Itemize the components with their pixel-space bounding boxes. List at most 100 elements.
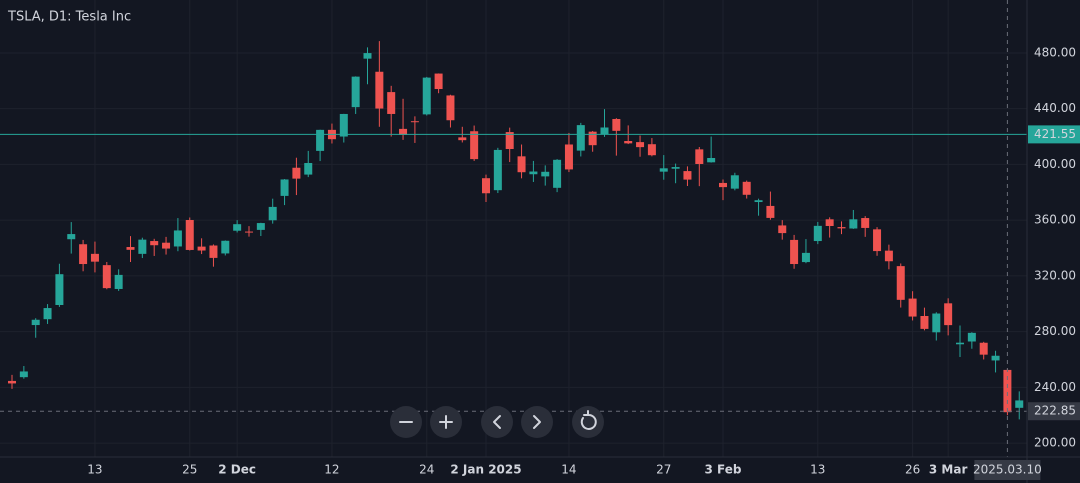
candle-body <box>517 156 526 173</box>
candle-body <box>90 253 99 262</box>
x-tick-label: 12 <box>324 463 339 477</box>
candle-body <box>67 234 76 240</box>
x-tick-label: 2 Jan 2025 <box>450 463 521 477</box>
y-tick-label: 320.00 <box>1034 268 1076 282</box>
candle-body <box>256 223 265 230</box>
candle-body <box>624 141 633 144</box>
candle-body <box>375 71 384 109</box>
candle-body <box>742 181 751 195</box>
x-tick-label: 24 <box>419 463 434 477</box>
scroll-right-button[interactable] <box>521 406 553 438</box>
candle-body <box>541 171 550 177</box>
plot <box>0 0 1027 457</box>
candle-body <box>967 332 976 342</box>
candle-body <box>102 265 111 289</box>
candle-body <box>920 315 929 329</box>
candle-body <box>197 246 206 251</box>
candle-body <box>209 245 218 258</box>
candle-body <box>790 239 799 265</box>
y-tick-label: 280.00 <box>1034 324 1076 338</box>
candle-body <box>268 206 277 221</box>
candle-body <box>410 121 419 123</box>
x-tick-label: 3 Feb <box>705 463 742 477</box>
candle-body <box>493 149 502 191</box>
candle-body <box>351 76 360 108</box>
x-tick-label: 3 Mar <box>929 463 968 477</box>
candle-body <box>659 168 668 172</box>
candle-body <box>932 313 941 333</box>
candle-body <box>505 132 514 150</box>
candle-body <box>956 342 964 345</box>
candle-body <box>707 157 716 163</box>
candle-body <box>1003 369 1012 413</box>
y-tick-label: 360.00 <box>1034 213 1076 227</box>
candle-body <box>316 129 325 151</box>
candle-body <box>873 229 882 252</box>
candle-body <box>482 178 490 194</box>
crosshair-date-box <box>974 460 1041 480</box>
candle-body <box>399 128 408 136</box>
candle-body <box>55 274 64 305</box>
x-tick-label: 27 <box>656 463 671 477</box>
candle-body <box>837 227 846 229</box>
candle-body <box>446 95 455 121</box>
axes: 200.00 240.00 280.00 320.00 360.00 400.00 440.… <box>87 45 1080 480</box>
zoom-out-button[interactable] <box>390 406 422 438</box>
x-tick-label: 13 <box>810 463 825 477</box>
x-tick-label: 13 <box>87 463 102 477</box>
candle-body <box>730 175 739 189</box>
candle-body <box>754 200 763 203</box>
y-tick-label: 200.00 <box>1034 436 1076 450</box>
candle-body <box>861 218 870 228</box>
y-tick-label: 480.00 <box>1034 45 1076 59</box>
crosshair-price-label: 222.85 <box>1034 404 1076 418</box>
y-tick-label: 400.00 <box>1034 157 1076 171</box>
candle-body <box>908 298 917 317</box>
candle-body <box>221 240 230 254</box>
candle-body <box>19 371 28 378</box>
candle-body <box>422 77 431 115</box>
candle-body <box>233 224 242 231</box>
candle-body <box>719 182 727 188</box>
candle-body <box>79 244 88 265</box>
candle-body <box>695 149 704 164</box>
candle-body <box>553 159 562 188</box>
candle-body <box>766 205 775 218</box>
candle-body <box>944 303 953 326</box>
candle-body <box>363 53 372 59</box>
candle-body <box>458 137 467 141</box>
candle-body <box>280 179 289 196</box>
candle-body <box>1015 400 1024 408</box>
candle-body <box>304 163 313 175</box>
x-tick-label: 25 <box>182 463 197 477</box>
candle-body <box>43 308 52 320</box>
candle-body <box>636 142 645 148</box>
candle-body <box>150 241 159 246</box>
candle-body <box>896 266 905 300</box>
candle-body <box>849 219 858 229</box>
candle-body <box>126 247 135 250</box>
candle-body <box>588 131 597 146</box>
candle-body <box>245 231 253 233</box>
candle-body <box>529 171 538 175</box>
scroll-left-button[interactable] <box>481 406 513 438</box>
reset-button[interactable] <box>572 406 604 438</box>
candle-body <box>825 219 834 226</box>
candle-body <box>600 127 609 135</box>
crosshair-date-label: 2025.03.10 <box>973 463 1042 477</box>
candle-body <box>114 274 123 289</box>
candle-body <box>292 167 301 179</box>
x-tick-label: 26 <box>905 463 920 477</box>
candle-body <box>991 355 1000 361</box>
chart-title: TSLA, D1: Tesla Inc <box>7 10 131 25</box>
nav-buttons <box>390 406 604 438</box>
candle-body <box>8 380 16 384</box>
candle-body <box>339 113 348 137</box>
candle-body <box>801 252 810 263</box>
candle-body <box>162 242 171 249</box>
candle-body <box>173 230 182 247</box>
candle-body <box>813 225 822 242</box>
zoom-in-button[interactable] <box>430 406 462 438</box>
candle-body <box>434 73 443 90</box>
